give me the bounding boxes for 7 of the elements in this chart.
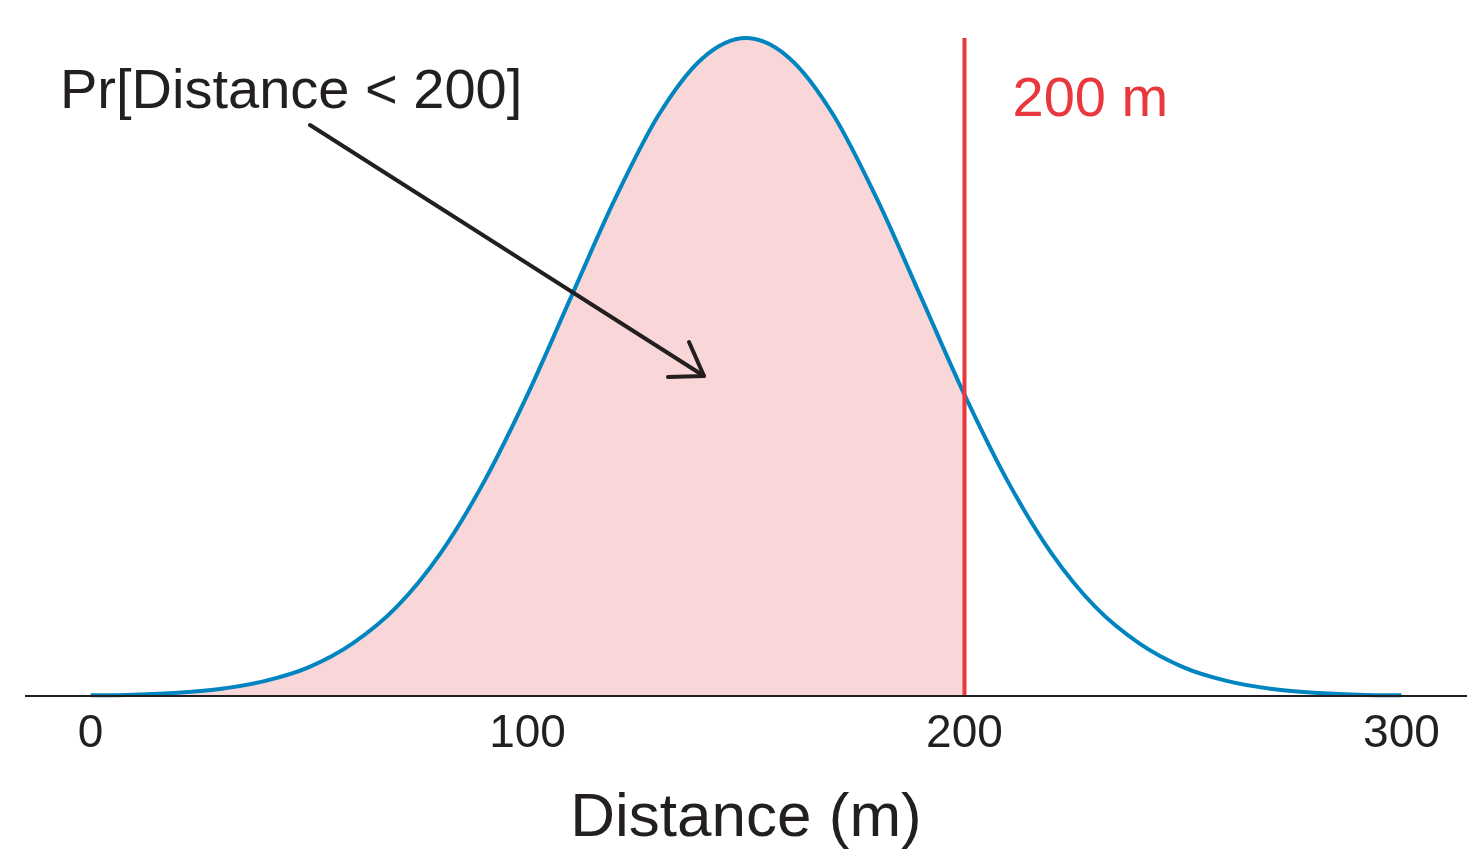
x-tick-label: 0 xyxy=(77,704,104,757)
annotation: Pr[Distance < 200] xyxy=(60,56,523,121)
x-tick-label: 300 xyxy=(1363,704,1440,757)
x-axis-title: Distance (m) xyxy=(570,780,922,849)
x-tick-label: 200 xyxy=(926,704,1003,757)
x-tick-label: 100 xyxy=(489,704,566,757)
ref-line-label: 200 m xyxy=(1012,65,1169,128)
